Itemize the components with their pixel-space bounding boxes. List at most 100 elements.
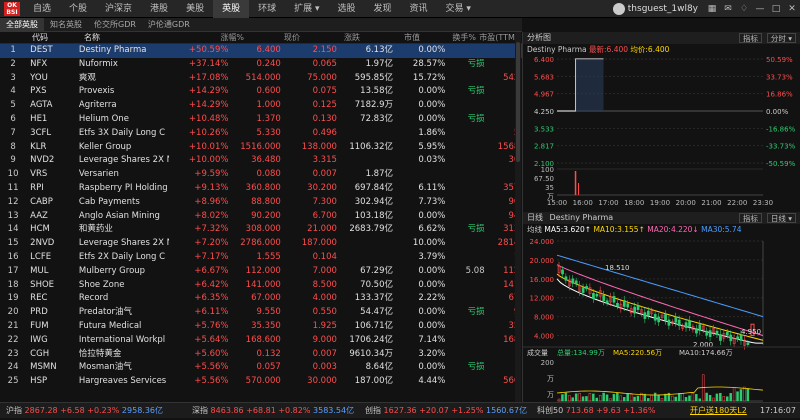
index-ticker-bar: 沪指 2867.28 +6.58 +0.23% 2958.36亿 深指 8463…	[0, 402, 800, 418]
table-row[interactable]: 24 MSMN Mosman油气 +5.56% 0.057 0.003 8.64亿 0.00%…	[0, 361, 522, 375]
table-row[interactable]: 7 3CFL Etfs 3X Daily Long C +10.26% 5.330 0.4…	[0, 127, 522, 141]
table-row[interactable]: 2 NFX Nuformix +37.14% 0.240 0.065 1.97亿 28.57%…	[0, 58, 522, 72]
cell-chg: 4.000	[312, 293, 337, 304]
table-header: 代码 名称 涨幅% 现价 涨跌 市值 换手% 市盈(TTM)	[0, 32, 522, 44]
subtab-lse-gdr[interactable]: 伦交所GDR	[94, 20, 136, 29]
cell-pct: +5.56%	[194, 376, 229, 387]
col-chg[interactable]: 涨跌	[344, 33, 360, 42]
promo-link[interactable]: 开户送180天L2	[690, 406, 747, 415]
mail-icon[interactable]: ✉	[724, 4, 732, 14]
table-row[interactable]: 1 DEST Destiny Pharma +50.59% 6.400 2.150 6.13…	[0, 44, 522, 58]
grid-icon[interactable]: ▦	[707, 4, 717, 14]
nav-item[interactable]: 资讯	[409, 4, 428, 14]
kline-period-button[interactable]: 日线 ▾	[766, 213, 796, 223]
nav-item[interactable]: 发现	[373, 4, 392, 14]
candle-body	[581, 287, 585, 293]
col-cap[interactable]: 市值	[404, 33, 420, 42]
table-row[interactable]: 18 SHOE Shoe Zone +6.42% 141.000 8.500 70.50亿 0…	[0, 279, 522, 293]
cell-chg: 8.500	[312, 279, 337, 290]
cell-pe	[445, 72, 484, 86]
index-percent: +1.36%	[623, 406, 656, 415]
table-row[interactable]: 10 VRS Versarien +9.59% 0.080 0.007 1.87亿	[0, 168, 522, 182]
scroll-thumb[interactable]	[516, 42, 520, 162]
nav-item[interactable]: 环球	[258, 4, 277, 14]
avatar[interactable]	[612, 3, 625, 15]
subtab-all-uk[interactable]: 全部英股	[0, 18, 44, 32]
cell-price: 514.000	[245, 72, 281, 83]
nav-item[interactable]: 美股	[186, 4, 205, 14]
period-button[interactable]: 分时 ▾	[766, 33, 796, 43]
col-price[interactable]: 现价	[284, 33, 300, 42]
table-row[interactable]: 4 PXS Provexis +14.29% 0.600 0.075 13.58亿 0.00%…	[0, 85, 522, 99]
table-row[interactable]: 11 RPI Raspberry PI Holding +9.13% 360.800 30…	[0, 182, 522, 196]
candle-body	[743, 339, 746, 346]
candle-body	[681, 325, 685, 329]
table-row[interactable]: 15 2NVD Leverage Shares 2X N +7.20% 2786.000…	[0, 237, 522, 251]
nav-item[interactable]: 港股	[150, 4, 169, 14]
subtab-famous-uk[interactable]: 知名英股	[50, 20, 82, 29]
table-row[interactable]: 17 MUL Mulberry Group +6.67% 112.000 7.000 67.…	[0, 265, 522, 279]
col-name[interactable]: 名称	[84, 33, 100, 42]
table-row[interactable]: 8 KLR Keller Group +10.01% 1516.000 138.000 11…	[0, 141, 522, 155]
username[interactable]: thsguest_1wl8y	[627, 4, 698, 14]
y-tick-label: 4.967	[534, 91, 554, 99]
table-row[interactable]: 14 HCM 和黄药业 +7.32% 308.000 21.000 2683.79亿 6.62…	[0, 223, 522, 237]
table-row[interactable]: 12 CABP Cab Payments +8.96% 88.800 7.300 302.9…	[0, 196, 522, 210]
y-tick-label-pct: -50.59%	[766, 160, 796, 168]
table-row[interactable]: 20 PRD Predator油气 +6.11% 9.550 0.550 54.47亿 0.0…	[0, 306, 522, 320]
kline-indicator-button[interactable]: 指标	[739, 213, 762, 223]
cell-name: Keller Group	[78, 141, 132, 152]
table-row[interactable]: 21 FUM Futura Medical +5.76% 35.350 1.925 106.…	[0, 320, 522, 334]
table-row[interactable]: 9 NVD2 Leverage Shares 2X N +10.00% 36.480 3.…	[0, 154, 522, 168]
cell-price: 5.330	[256, 127, 281, 138]
subtab-shanghai-london-gdr[interactable]: 沪伦通GDR	[147, 20, 190, 29]
table-row[interactable]: 23 CGH 恰拉特黄金 +5.60% 0.132 0.007 9610.34万 3.20%	[0, 348, 522, 362]
table-row[interactable]: 6 HE1 Helium One +10.48% 1.370 0.130 72.83亿 0.0…	[0, 113, 522, 127]
col-code[interactable]: 代码	[32, 33, 48, 42]
table-row[interactable]: 3 YOU 爽观 +17.08% 514.000 75.000 595.85亿 15.72% 5…	[0, 72, 522, 86]
index-cy[interactable]: 创指 1627.36 +20.07 +1.25% 1560.67亿	[365, 403, 527, 418]
col-rate[interactable]: 换手%	[452, 33, 476, 42]
cell-code: YOU	[30, 72, 48, 83]
nav-item[interactable]: 自选	[33, 4, 52, 14]
candle-body	[598, 290, 602, 297]
stock-table: 代码 名称 涨幅% 现价 涨跌 市值 换手% 市盈(TTM) 1 DEST Dest…	[0, 32, 522, 402]
table-row[interactable]: 16 LCFE Etfs 2X Daily Long C +7.17% 1.555 0.1…	[0, 251, 522, 265]
col-pct[interactable]: 涨幅%	[220, 33, 244, 42]
cell-code: PRD	[30, 307, 48, 318]
app-logo[interactable]: OK BSI	[4, 2, 20, 16]
index-sz[interactable]: 深指 8463.86 +68.81 +0.82% 3583.54亿	[192, 403, 354, 418]
cell-pct: +6.67%	[194, 265, 229, 276]
cell-pe	[445, 99, 484, 113]
timeshare-chart[interactable]: 6.400 50.59% 5.683 33.73% 4.967 16.86% 4.250 0.…	[523, 55, 800, 207]
nav-item-active[interactable]: 英股	[213, 0, 250, 18]
nav-item[interactable]: 扩展 ▾	[294, 4, 320, 14]
maximize-icon[interactable]: □	[771, 4, 781, 14]
vol-bar	[588, 392, 592, 402]
nav-item[interactable]: 交易 ▾	[445, 4, 471, 14]
col-pe[interactable]: 市盈(TTM)	[479, 33, 518, 42]
cell-extra: 2814.	[497, 238, 522, 249]
minimize-icon[interactable]: —	[755, 4, 765, 14]
nav-item[interactable]: 沪深京	[105, 4, 133, 14]
x-tick-label: 20:00	[676, 199, 696, 207]
table-row[interactable]: 22 IWG International Workpl +5.64% 168.600 9.…	[0, 334, 522, 348]
y-tick-label: 2.817	[534, 143, 554, 151]
table-row[interactable]: 25 HSP Hargreaves Services +5.56% 570.000 30.…	[0, 375, 522, 389]
indicator-button[interactable]: 指标	[739, 33, 762, 43]
nav-item[interactable]: 选股	[337, 4, 356, 14]
nav-item[interactable]: 个股	[69, 4, 88, 14]
vol-bar	[712, 397, 715, 402]
table-row[interactable]: 5 AGTA Agriterra +14.29% 1.000 0.125 7182.9万 0.…	[0, 99, 522, 113]
close-icon[interactable]: ✕	[788, 4, 796, 14]
cell-cap: 8.64亿	[365, 362, 393, 373]
table-row[interactable]: 19 REC Record +6.35% 67.000 4.000 133.37亿 2.22%…	[0, 292, 522, 306]
table-scrollbar[interactable]	[515, 32, 521, 402]
candle-body	[619, 303, 623, 310]
kline-chart[interactable]: 24.000 20.000 16.000 12.000 8.000 4.000 18.510…	[523, 235, 800, 417]
cell-pct: +9.59%	[194, 169, 229, 180]
index-sh[interactable]: 沪指 2867.28 +6.58 +0.23% 2958.36亿	[6, 403, 163, 418]
index-kc50[interactable]: 科创50 713.68 +9.63 +1.36%	[537, 403, 655, 418]
table-row[interactable]: 13 AAZ Anglo Asian Mining +8.02% 90.200 6.700…	[0, 210, 522, 224]
shirt-icon[interactable]: ♢	[739, 4, 749, 14]
